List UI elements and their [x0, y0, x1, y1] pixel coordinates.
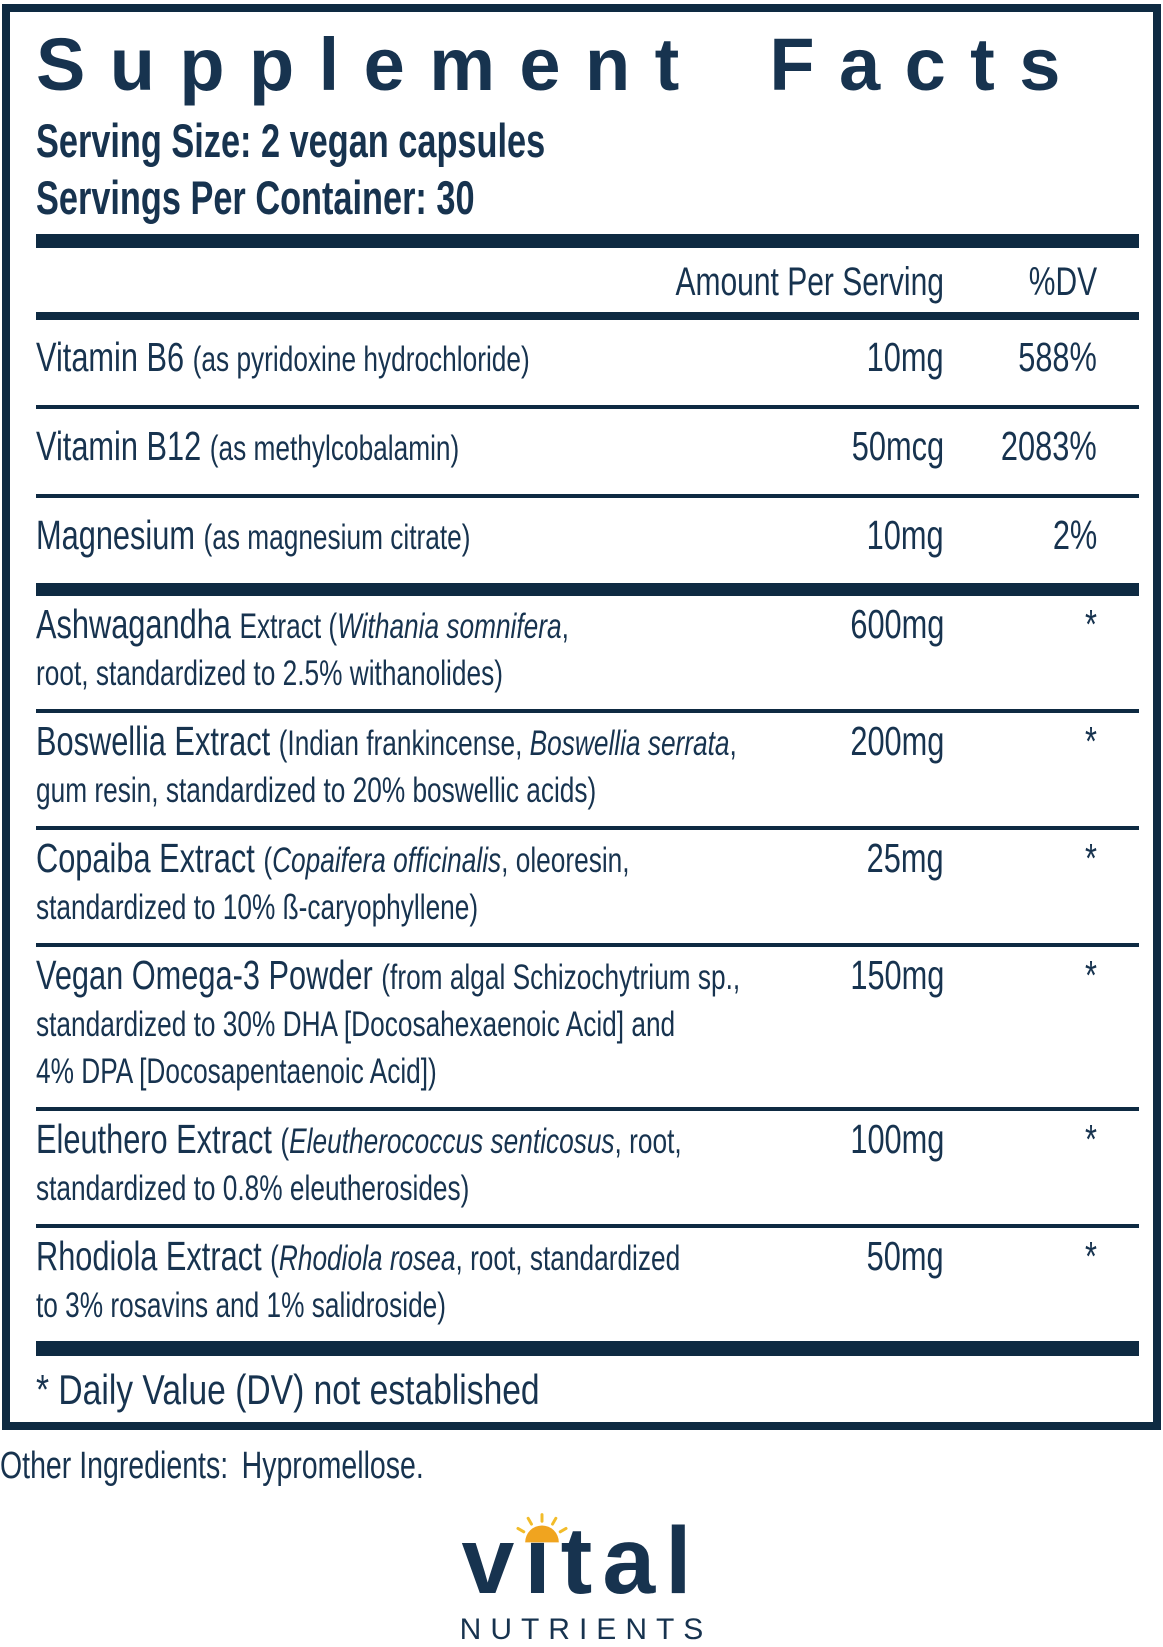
row-separator	[36, 404, 1139, 409]
ingredient-row: Magnesium (as magnesium citrate) 10mg 2%	[36, 498, 1139, 583]
other-ingredients-line: Other Ingredients: Hypromellose.	[0, 1444, 872, 1488]
ingredient-row: Rhodiola Extract (Rhodiola rosea, root, …	[36, 1228, 1139, 1341]
ingredient-amount: 100mg	[849, 1115, 944, 1162]
ingredient-name: Rhodiola Extract (Rhodiola rosea, root, …	[36, 1232, 681, 1325]
amount-per-serving-header: Amount Per Serving	[675, 259, 944, 304]
ingredient-name: Copaiba Extract (Copaifera officinalis, …	[36, 834, 630, 927]
ingredient-name: Ashwagandha Extract (Withania somnifera,…	[36, 600, 569, 693]
serving-size: Serving Size: 2 vegan capsules	[36, 113, 546, 167]
supplement-facts-title: Supplement Facts	[36, 23, 1085, 106]
ingredient-dv: *	[1085, 717, 1097, 764]
ingredient-dv: 588%	[1018, 333, 1097, 380]
ingredient-amount: 50mcg	[851, 422, 944, 469]
ingredient-amount: 200mg	[849, 717, 944, 764]
brand-wordmark: vıtal	[461, 1512, 701, 1609]
ingredient-amount: 10mg	[867, 511, 944, 558]
group-divider-bar	[36, 582, 1139, 596]
row-separator	[36, 1223, 1139, 1228]
ingredient-name: Vitamin B12 (as methylcobalamin)	[36, 422, 460, 469]
ingredient-row: Vitamin B6 (as pyridoxine hydrochloride)…	[36, 320, 1139, 405]
ingredient-row: Boswellia Extract (Indian frankincense, …	[36, 713, 1139, 826]
serving-info: Serving Size: 2 vegan capsules Servings …	[36, 112, 1139, 226]
ingredient-dv: *	[1085, 951, 1097, 998]
ingredient-row: Vegan Omega-3 Powder (from algal Schizoc…	[36, 947, 1139, 1107]
row-separator	[36, 493, 1139, 498]
row-separator	[36, 942, 1139, 947]
ingredient-name: Vitamin B6 (as pyridoxine hydrochloride)	[36, 333, 530, 380]
ingredient-amount: 25mg	[867, 834, 944, 881]
header-divider-bar	[36, 311, 1139, 320]
ingredient-dv: *	[1085, 1232, 1097, 1279]
ingredient-dv: *	[1085, 600, 1097, 647]
row-separator	[36, 708, 1139, 713]
ingredient-amount: 600mg	[849, 600, 944, 647]
ingredient-table: Vitamin B6 (as pyridoxine hydrochloride)…	[36, 320, 1139, 1341]
section-divider-bar	[36, 233, 1139, 248]
ingredient-group: Ashwagandha Extract (Withania somnifera,…	[36, 596, 1139, 1341]
ingredient-amount: 10mg	[867, 333, 944, 380]
brand-subtext: NUTRIENTS	[459, 1612, 713, 1646]
ingredient-name: Magnesium (as magnesium citrate)	[36, 511, 471, 558]
brand-word-text: vıtal	[461, 1507, 702, 1614]
other-ingredients-value: Hypromellose.	[241, 1444, 424, 1487]
ingredient-row: Vitamin B12 (as methylcobalamin) 50mcg 208…	[36, 409, 1139, 494]
ingredient-amount: 50mg	[867, 1232, 944, 1279]
ingredient-row: Eleuthero Extract (Eleutherococcus senti…	[36, 1111, 1139, 1224]
daily-value-footnote: * Daily Value (DV) not established	[36, 1365, 540, 1413]
sun-icon	[516, 1512, 568, 1543]
other-ingredients-label: Other Ingredients:	[0, 1444, 229, 1487]
servings-per-container: Servings Per Container: 30	[36, 170, 475, 224]
other-ingredients: Other Ingredients: Hypromellose.	[0, 1444, 1163, 1488]
supplement-label: Supplement Facts Serving Size: 2 vegan c…	[0, 4, 1163, 1646]
ingredient-amount: 150mg	[849, 951, 944, 998]
ingredient-group: Vitamin B6 (as pyridoxine hydrochloride)…	[36, 320, 1139, 583]
footnote-divider-bar	[36, 1340, 1139, 1356]
ingredient-name: Boswellia Extract (Indian frankincense, …	[36, 717, 737, 810]
ingredient-row: Copaiba Extract (Copaifera officinalis, …	[36, 830, 1139, 943]
ingredient-dv: *	[1085, 834, 1097, 881]
table-header-row: Amount Per Serving %DV	[36, 248, 1139, 312]
ingredient-name: Eleuthero Extract (Eleutherococcus senti…	[36, 1115, 682, 1208]
ingredient-name: Vegan Omega-3 Powder (from algal Schizoc…	[36, 951, 741, 1091]
ingredient-dv: 2%	[1052, 511, 1097, 558]
supplement-facts-panel: Supplement Facts Serving Size: 2 vegan c…	[2, 4, 1161, 1430]
row-separator	[36, 1106, 1139, 1111]
ingredient-dv: *	[1085, 1115, 1097, 1162]
ingredient-dv: 2083%	[1001, 422, 1097, 469]
ingredient-row: Ashwagandha Extract (Withania somnifera,…	[36, 596, 1139, 709]
brand-logo: vıtal NUTRIENTS	[0, 1512, 1163, 1647]
row-separator	[36, 825, 1139, 830]
dv-header: %DV	[1028, 259, 1097, 304]
